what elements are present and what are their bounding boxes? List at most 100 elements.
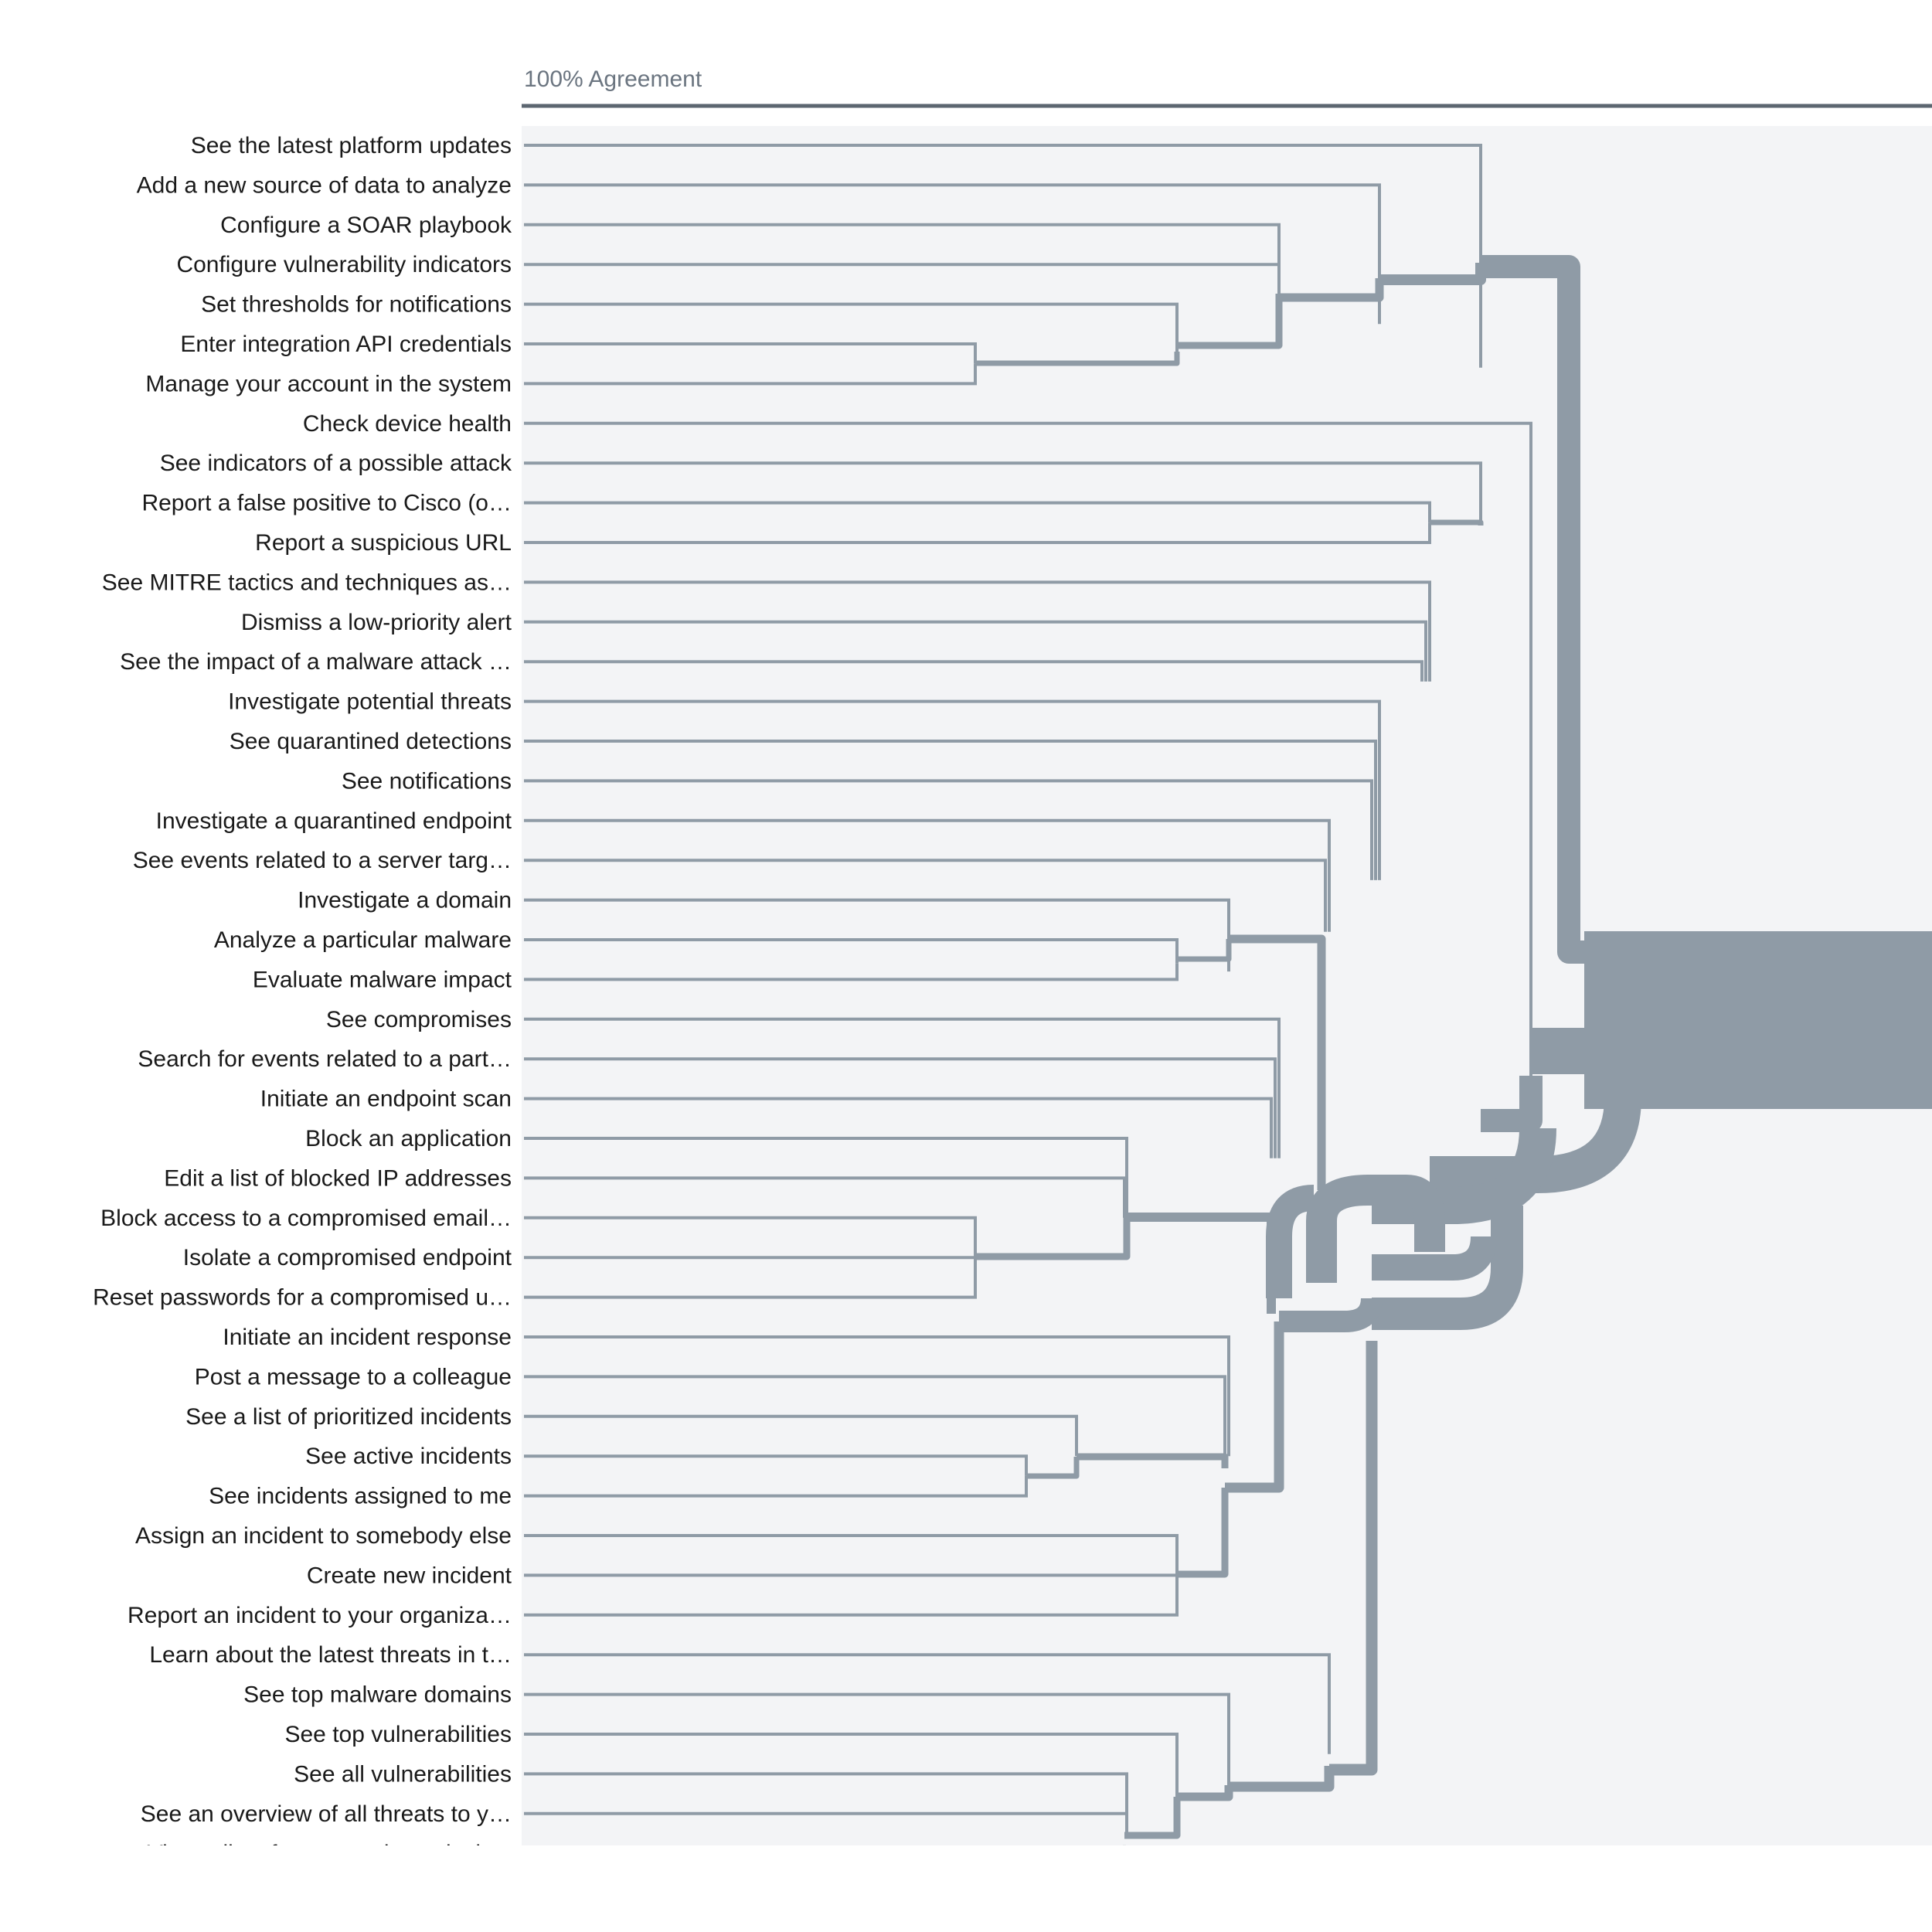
leaf-branch — [524, 302, 1179, 352]
trunk-branch — [1481, 1076, 1543, 1132]
leaf-branch — [524, 363, 977, 386]
leaf-branch — [524, 1017, 1281, 1158]
leaf-branch — [524, 818, 1331, 932]
leaf-label: Isolate a compromised endpoint — [183, 1245, 512, 1270]
cluster-branch — [1124, 1797, 1181, 1839]
leaf-label-layer: See the latest platform updates Add a new… — [93, 133, 512, 1866]
leaf-branch — [524, 1414, 1078, 1457]
cluster-branch — [1026, 1457, 1080, 1479]
leaf-branch — [524, 1811, 1128, 1834]
leaf-branch — [524, 1137, 1128, 1218]
leaf-label: Reset passwords for a compromised u… — [93, 1285, 512, 1311]
cluster-branch — [1430, 519, 1484, 526]
leaf-label: See compromises — [326, 1007, 512, 1032]
leaf-branch — [524, 1475, 1028, 1498]
leaf-label: See MITRE tactics and techniques as… — [102, 570, 512, 595]
leaf-branch — [524, 580, 1431, 682]
cluster-branch — [1225, 1321, 1284, 1493]
leaf-branch — [524, 501, 1431, 523]
leaf-label: Evaluate malware impact — [253, 967, 512, 992]
leaf-label: Check device health — [303, 411, 512, 437]
leaf-label: See top malware domains — [243, 1682, 512, 1708]
leaf-branch — [524, 938, 1179, 964]
leaf-label: Create new incident — [307, 1563, 512, 1588]
leaf-branch — [524, 1454, 1028, 1476]
leaf-label: Initiate an endpoint scan — [260, 1087, 512, 1112]
trunk-branch — [1372, 1236, 1497, 1281]
leaf-label: See events related to a server targ… — [133, 848, 512, 873]
leaf-branch — [524, 1257, 977, 1299]
leaf-label: Search for events related to a part… — [138, 1046, 512, 1072]
leaf-branch — [524, 1216, 977, 1258]
cluster-branch — [975, 352, 1180, 366]
leaf-branch — [524, 859, 1327, 932]
leaf-branch — [524, 1653, 1331, 1754]
leaf-branch — [524, 1176, 1126, 1218]
leaf-branch — [524, 1057, 1277, 1158]
leaf-branch — [524, 421, 1532, 1079]
leaf-label: Assign an incident to somebody else — [135, 1523, 512, 1549]
agreement-scale-label: 100% Agreement — [524, 66, 702, 92]
leaf-branch — [524, 1097, 1273, 1158]
leaf-label: Manage your account in the system — [145, 371, 512, 396]
leaf-label: See a list of prioritized incidents — [185, 1404, 512, 1430]
leaf-branch — [524, 144, 1482, 368]
leaf-branch — [524, 1575, 1179, 1617]
trunk-branch — [1306, 1175, 1445, 1283]
cluster-branch — [1177, 294, 1283, 349]
leaf-branch — [524, 620, 1427, 682]
leaf-label: Set thresholds for notifications — [201, 292, 512, 318]
leaf-label: Report a false positive to Cisco (o… — [141, 491, 512, 516]
leaf-label: View a list of suspected attacks b… — [148, 1841, 512, 1866]
leaf-label: See an overview of all threats to y… — [141, 1801, 512, 1827]
leaf-label: Investigate a quarantined endpoint — [156, 808, 512, 834]
root-branch — [1584, 931, 1932, 1109]
leaf-label: Dismiss a low-priority alert — [241, 610, 512, 635]
cluster-branch — [1329, 1341, 1378, 1776]
leaf-label: See quarantined detections — [230, 729, 512, 754]
leaf-branch — [524, 699, 1381, 880]
leaf-branch — [524, 1534, 1179, 1576]
leaf-label: See all vulnerabilities — [294, 1761, 512, 1787]
leaf-label: Post a message to a colleague — [195, 1364, 512, 1389]
leaf-branch — [524, 740, 1377, 880]
leaf-label: Investigate potential threats — [228, 689, 512, 715]
leaf-label: Configure a SOAR playbook — [220, 213, 512, 238]
trunk-branch — [1279, 1297, 1383, 1332]
leaf-label: Edit a list of blocked IP addresses — [164, 1165, 512, 1191]
leaf-label: See top vulnerabilities — [284, 1722, 512, 1747]
leaf-branch — [524, 1335, 1230, 1457]
trunk-branch — [1372, 1206, 1523, 1330]
leaf-label: See the impact of a malware attack … — [120, 649, 512, 675]
leaf-branch — [524, 461, 1482, 523]
leaf-label: See notifications — [342, 768, 512, 794]
leaf-label: Block an application — [305, 1126, 512, 1151]
leaf-label: Block access to a compromised email… — [100, 1206, 512, 1231]
leaf-label: Add a new source of data to analyze — [137, 172, 512, 198]
trunk-branch — [1372, 1128, 1556, 1224]
leaf-branch — [524, 263, 1281, 297]
leaf-branch — [524, 963, 1179, 981]
leaf-label: See active incidents — [305, 1444, 512, 1469]
cluster-branch — [975, 1217, 1131, 1260]
leaf-label: See indicators of a possible attack — [160, 451, 512, 476]
leaf-branch — [524, 522, 1431, 544]
leaf-branch — [524, 342, 977, 364]
leaf-label: Enter integration API credentials — [180, 332, 512, 357]
leaf-label: Report an incident to your organiza… — [128, 1603, 512, 1628]
leaf-branch — [524, 660, 1423, 682]
leaf-branch — [524, 779, 1373, 880]
cluster-branch — [1177, 1488, 1229, 1578]
cluster-branch — [1077, 1453, 1229, 1468]
leaf-label: Initiate an incident response — [223, 1325, 512, 1350]
leaf-label: See the latest platform updates — [191, 133, 512, 158]
leaf-label: Analyze a particular malware — [214, 927, 512, 953]
leaf-branch — [524, 1375, 1226, 1457]
leaf-branch — [524, 1692, 1230, 1794]
leaf-branch — [524, 1733, 1179, 1814]
cluster-branch — [1177, 939, 1232, 962]
leaf-label: Learn about the latest threats in t… — [149, 1642, 512, 1668]
leaf-label: See incidents assigned to me — [209, 1484, 512, 1509]
leaf-label: Configure vulnerability indicators — [176, 252, 512, 277]
